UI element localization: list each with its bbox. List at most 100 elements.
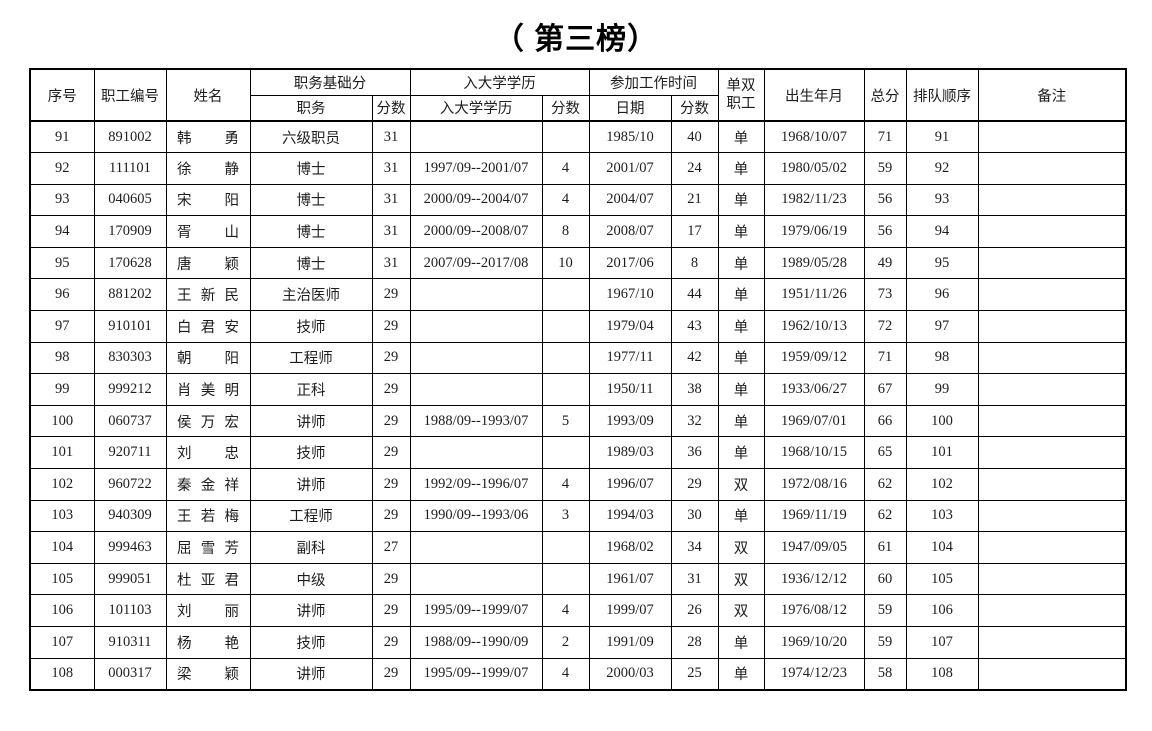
cell-work-score: 38 <box>670 373 719 406</box>
cell-name: 秦金祥 <box>165 468 251 501</box>
cell-university-education: 1988/09--1990/09 <box>409 626 543 659</box>
cell-position: 副科 <box>249 531 373 564</box>
cell-education-score <box>541 341 590 375</box>
cell-serial: 94 <box>29 215 95 248</box>
cell-work-date: 1996/07 <box>588 468 672 501</box>
cell-education-score: 4 <box>541 468 590 501</box>
cell-position: 六级职员 <box>249 120 373 154</box>
cell-work-date: 1961/07 <box>588 562 672 596</box>
employee-name: 王新民 <box>177 288 239 305</box>
cell-name: 王若梅 <box>165 499 251 533</box>
table-row: 97 910101 白君安 技师 29 1979/04 43 单 1962/10/13 72 97 <box>29 310 1127 343</box>
cell-queue-order: 97 <box>905 310 979 343</box>
table-row: 99 999212 肖美明 正科 29 1950/11 38 单 1933/06/27 67 99 <box>29 373 1127 406</box>
col-header-position: 职务 <box>249 94 373 122</box>
cell-work-score: 43 <box>670 310 719 343</box>
table-row: 105 999051 杜亚君 中级 29 1961/07 31 双 1936/12/12 60 10… <box>29 562 1127 596</box>
cell-queue-order: 92 <box>905 152 979 185</box>
cell-remarks <box>977 531 1127 564</box>
cell-work-score: 36 <box>670 436 719 470</box>
cell-position-score: 29 <box>371 499 411 533</box>
cell-university-education: 2000/09--2004/07 <box>409 183 543 217</box>
employee-name: 刘丽 <box>177 604 239 621</box>
cell-employee-id: 830303 <box>93 341 167 375</box>
cell-employee-id: 999463 <box>93 531 167 564</box>
cell-remarks <box>977 373 1127 406</box>
cell-position: 讲师 <box>249 468 373 501</box>
cell-position-score: 29 <box>371 657 411 691</box>
cell-work-date: 1989/03 <box>588 436 672 470</box>
cell-total-score: 71 <box>863 341 907 375</box>
cell-total-score: 60 <box>863 562 907 596</box>
cell-total-score: 65 <box>863 436 907 470</box>
cell-birth-date: 1968/10/15 <box>763 436 865 470</box>
cell-university-education: 1988/09--1993/07 <box>409 404 543 438</box>
cell-university-education: 1992/09--1996/07 <box>409 468 543 501</box>
cell-remarks <box>977 278 1127 312</box>
cell-education-score <box>541 373 590 406</box>
cell-education-score: 5 <box>541 404 590 438</box>
col-header-name: 姓名 <box>165 68 251 122</box>
cell-name: 唐颖 <box>165 246 251 280</box>
header-row-main: 序号 职工编号 姓名 职务基础分 入大学学历 参加工作时间 单双职工 出生年月 … <box>29 68 1127 122</box>
cell-serial: 101 <box>29 436 95 470</box>
cell-serial: 95 <box>29 246 95 280</box>
single-double-label: 单双职工 <box>726 77 756 112</box>
cell-position: 正科 <box>249 373 373 406</box>
cell-education-score: 4 <box>541 594 590 627</box>
cell-total-score: 49 <box>863 246 907 280</box>
cell-remarks <box>977 468 1127 501</box>
cell-employee-id: 920711 <box>93 436 167 470</box>
cell-total-score: 62 <box>863 468 907 501</box>
cell-work-date: 1979/04 <box>588 310 672 343</box>
cell-serial: 98 <box>29 341 95 375</box>
cell-work-score: 24 <box>670 152 719 185</box>
cell-education-score: 3 <box>541 499 590 533</box>
cell-single-double: 单 <box>717 278 765 312</box>
cell-university-education <box>409 436 543 470</box>
cell-birth-date: 1980/05/02 <box>763 152 865 185</box>
cell-total-score: 58 <box>863 657 907 691</box>
cell-total-score: 62 <box>863 499 907 533</box>
cell-queue-order: 103 <box>905 499 979 533</box>
cell-employee-id: 881202 <box>93 278 167 312</box>
cell-total-score: 73 <box>863 278 907 312</box>
cell-total-score: 67 <box>863 373 907 406</box>
cell-name: 杨艳 <box>165 626 251 659</box>
cell-position: 博士 <box>249 246 373 280</box>
table-body: 91 891002 韩勇 六级职员 31 1985/10 40 单 1968/10/07 71 91… <box>29 120 1127 691</box>
cell-single-double: 单 <box>717 120 765 154</box>
cell-work-date: 1991/09 <box>588 626 672 659</box>
cell-education-score <box>541 310 590 343</box>
cell-position: 技师 <box>249 626 373 659</box>
cell-employee-id: 891002 <box>93 120 167 154</box>
cell-name: 屈雪芳 <box>165 531 251 564</box>
cell-name: 朝阳 <box>165 341 251 375</box>
cell-queue-order: 99 <box>905 373 979 406</box>
cell-position-score: 29 <box>371 373 411 406</box>
cell-remarks <box>977 404 1127 438</box>
table-row: 102 960722 秦金祥 讲师 29 1992/09--1996/07 4 1996/07… <box>29 468 1127 501</box>
cell-total-score: 71 <box>863 120 907 154</box>
cell-employee-id: 170628 <box>93 246 167 280</box>
cell-single-double: 单 <box>717 436 765 470</box>
cell-queue-order: 100 <box>905 404 979 438</box>
cell-name: 胥山 <box>165 215 251 248</box>
cell-remarks <box>977 594 1127 627</box>
cell-serial: 104 <box>29 531 95 564</box>
ranking-table: 序号 职工编号 姓名 职务基础分 入大学学历 参加工作时间 单双职工 出生年月 … <box>29 68 1127 691</box>
cell-single-double: 单 <box>717 404 765 438</box>
cell-employee-id: 999212 <box>93 373 167 406</box>
cell-queue-order: 96 <box>905 278 979 312</box>
col-header-total-score: 总分 <box>863 68 907 122</box>
cell-work-score: 26 <box>670 594 719 627</box>
cell-single-double: 单 <box>717 657 765 691</box>
cell-position-score: 29 <box>371 436 411 470</box>
cell-queue-order: 98 <box>905 341 979 375</box>
cell-serial: 107 <box>29 626 95 659</box>
cell-university-education <box>409 341 543 375</box>
col-header-university-education-group: 入大学学历 <box>409 68 590 96</box>
cell-work-date: 1977/11 <box>588 341 672 375</box>
cell-work-date: 1999/07 <box>588 594 672 627</box>
